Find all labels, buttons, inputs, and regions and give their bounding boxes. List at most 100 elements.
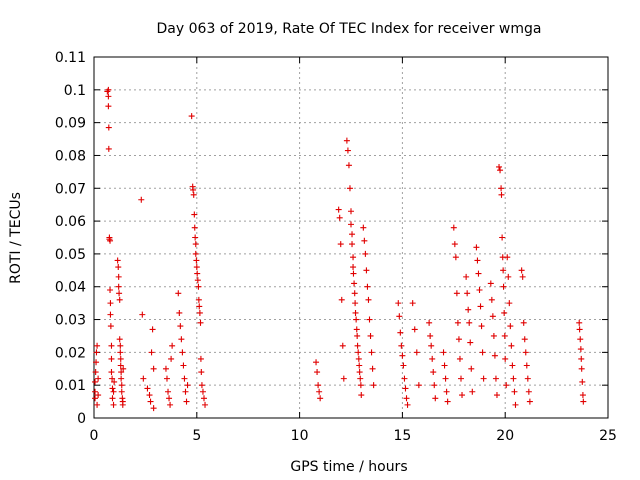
data-point bbox=[183, 398, 190, 405]
data-point bbox=[444, 398, 451, 405]
data-point bbox=[109, 375, 116, 382]
y-tick-label: 0.07 bbox=[55, 181, 86, 197]
data-point bbox=[367, 332, 374, 339]
data-point bbox=[352, 300, 359, 307]
data-point bbox=[511, 388, 518, 395]
data-point bbox=[441, 362, 448, 369]
data-point bbox=[469, 388, 476, 395]
data-point bbox=[180, 362, 187, 369]
data-point bbox=[109, 385, 116, 392]
data-point bbox=[579, 378, 586, 385]
data-point bbox=[115, 283, 122, 290]
y-tick-label: 0.05 bbox=[55, 247, 86, 263]
data-point bbox=[502, 355, 509, 362]
data-point bbox=[199, 388, 206, 395]
data-point bbox=[479, 349, 486, 356]
data-point bbox=[138, 196, 145, 203]
data-point bbox=[404, 401, 411, 408]
data-point bbox=[508, 342, 515, 349]
data-point bbox=[492, 375, 499, 382]
grid bbox=[94, 57, 608, 418]
data-point bbox=[110, 388, 117, 395]
y-tick-label: 0.02 bbox=[55, 345, 86, 361]
data-point bbox=[402, 385, 409, 392]
data-point bbox=[108, 342, 115, 349]
data-point bbox=[116, 296, 123, 303]
data-point bbox=[370, 382, 377, 389]
y-tick-label: 0.08 bbox=[55, 148, 86, 164]
data-point bbox=[576, 326, 583, 333]
data-point bbox=[465, 306, 472, 313]
data-point bbox=[92, 388, 99, 395]
data-point bbox=[107, 323, 114, 330]
data-point bbox=[119, 401, 126, 408]
data-point bbox=[317, 395, 324, 402]
y-tick-label: 0.01 bbox=[55, 378, 86, 394]
data-point bbox=[467, 339, 474, 346]
data-point bbox=[165, 388, 172, 395]
data-point bbox=[507, 323, 514, 330]
data-point bbox=[473, 244, 480, 251]
data-point bbox=[105, 103, 112, 110]
data-point bbox=[116, 336, 123, 343]
data-point bbox=[345, 162, 352, 169]
data-point bbox=[92, 395, 99, 402]
data-point bbox=[455, 336, 462, 343]
data-point bbox=[176, 309, 183, 316]
data-point bbox=[150, 365, 157, 372]
data-point bbox=[162, 365, 169, 372]
data-point bbox=[168, 355, 175, 362]
data-point bbox=[497, 167, 504, 174]
data-point bbox=[361, 237, 368, 244]
data-point bbox=[350, 264, 357, 271]
data-point bbox=[95, 392, 102, 399]
data-point bbox=[314, 369, 321, 376]
y-tick-label: 0.1 bbox=[64, 83, 86, 99]
data-point bbox=[353, 316, 360, 323]
data-point bbox=[519, 273, 526, 280]
y-tick-label: 0.03 bbox=[55, 313, 86, 329]
data-point bbox=[368, 349, 375, 356]
y-tick-label: 0 bbox=[77, 411, 86, 427]
data-point bbox=[193, 257, 200, 264]
data-point bbox=[195, 296, 202, 303]
data-point bbox=[523, 362, 530, 369]
data-point bbox=[195, 283, 202, 290]
data-point bbox=[524, 375, 531, 382]
data-point bbox=[443, 388, 450, 395]
data-point bbox=[366, 316, 373, 323]
data-point bbox=[431, 382, 438, 389]
data-point bbox=[350, 254, 357, 261]
data-point bbox=[498, 185, 505, 192]
data-point bbox=[335, 206, 342, 213]
data-point bbox=[459, 392, 466, 399]
data-point bbox=[148, 349, 155, 356]
x-tick-label: 15 bbox=[393, 428, 411, 444]
data-point bbox=[108, 369, 115, 376]
data-point bbox=[579, 392, 586, 399]
data-point bbox=[580, 398, 587, 405]
data-point bbox=[95, 375, 102, 382]
data-point bbox=[198, 369, 205, 376]
data-point bbox=[451, 241, 458, 248]
data-point bbox=[510, 375, 517, 382]
data-point bbox=[196, 309, 203, 316]
data-point bbox=[118, 382, 125, 389]
data-point bbox=[488, 296, 495, 303]
data-point bbox=[202, 401, 209, 408]
data-point bbox=[107, 237, 114, 244]
data-point bbox=[117, 342, 124, 349]
data-point bbox=[453, 290, 460, 297]
data-point bbox=[175, 290, 182, 297]
data-point bbox=[144, 385, 151, 392]
data-point bbox=[313, 359, 320, 366]
data-point bbox=[411, 326, 418, 333]
data-point bbox=[432, 395, 439, 402]
data-point bbox=[166, 395, 173, 402]
plot-frame bbox=[93, 56, 609, 419]
data-point bbox=[192, 250, 199, 257]
data-point bbox=[94, 342, 101, 349]
data-point bbox=[357, 375, 364, 382]
data-point bbox=[109, 395, 116, 402]
